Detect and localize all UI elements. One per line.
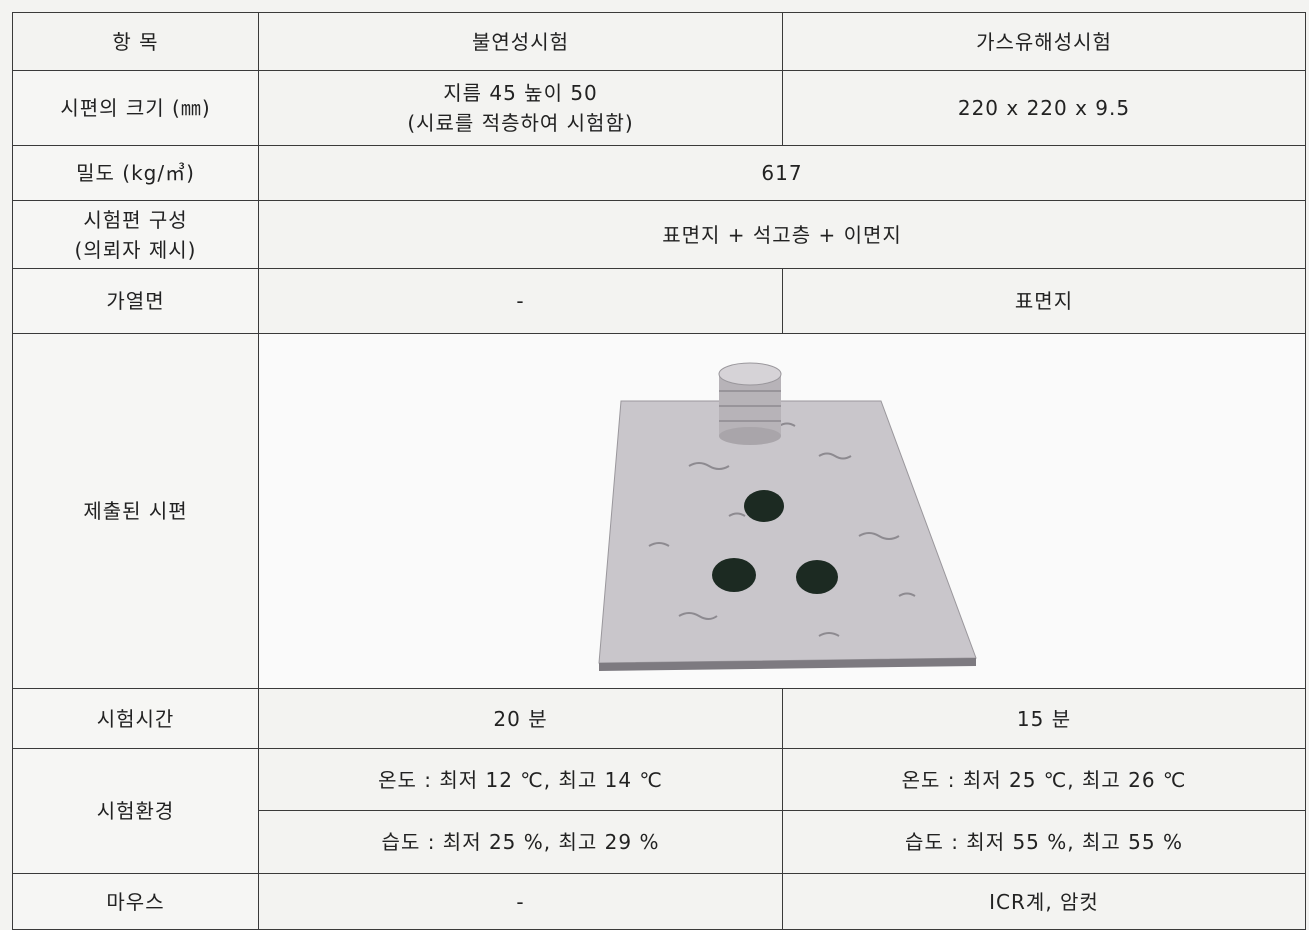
photo-cell bbox=[258, 333, 1306, 689]
row-label: 가열면 bbox=[12, 268, 259, 334]
cell: ICR계, 암컷 bbox=[782, 873, 1306, 930]
row: 마우스 - ICR계, 암컷 bbox=[12, 873, 1306, 930]
hole bbox=[712, 558, 756, 592]
cell: 온도 : 최저 25 ℃, 최고 26 ℃ bbox=[782, 748, 1306, 811]
cell: 20 분 bbox=[258, 688, 783, 749]
cell: 온도 : 최저 12 ℃, 최고 14 ℃ bbox=[258, 748, 783, 811]
header-cell: 항 목 bbox=[12, 12, 259, 71]
row: 시편의 크기 (㎜) 지름 45 높이 50 (시료를 적층하여 시험함) 22… bbox=[12, 70, 1306, 146]
row-label: 시험편 구성 (의뢰자 제시) bbox=[12, 200, 259, 269]
label-line: (의뢰자 제시) bbox=[74, 237, 197, 262]
row: 습도 : 최저 25 %, 최고 29 % 습도 : 최저 55 %, 최고 5… bbox=[13, 810, 1306, 874]
hole bbox=[796, 560, 838, 594]
row: 시험환경 온도 : 최저 12 ℃, 최고 14 ℃ 온도 : 최저 25 ℃,… bbox=[12, 748, 1306, 874]
cell-line: (시료를 적층하여 시험함) bbox=[407, 111, 634, 135]
cell: 지름 45 높이 50 (시료를 적층하여 시험함) bbox=[258, 70, 783, 146]
cylinder-layers bbox=[719, 390, 781, 422]
row-label: 마우스 bbox=[12, 873, 259, 930]
board bbox=[598, 400, 977, 664]
cylinder-bottom bbox=[719, 427, 781, 445]
board-edge bbox=[599, 658, 976, 671]
row: 시험시간 20 분 15 분 bbox=[12, 688, 1306, 749]
row-label: 밀도 (kg/㎥) bbox=[12, 145, 259, 201]
specimen-photo bbox=[598, 362, 977, 671]
cell: - bbox=[258, 268, 783, 334]
row-label: 시편의 크기 (㎜) bbox=[12, 70, 259, 146]
cell: 표면지 + 석고층 + 이면지 bbox=[258, 200, 1306, 269]
row-label: 시험환경 bbox=[12, 748, 259, 874]
row-label: 제출된 시편 bbox=[12, 333, 259, 689]
header-row: 항 목 불연성시험 가스유해성시험 bbox=[12, 12, 1306, 71]
row: 밀도 (kg/㎥) 617 bbox=[12, 145, 1306, 201]
cylinder-top bbox=[718, 362, 782, 386]
cell: 220 x 220 x 9.5 bbox=[782, 70, 1306, 146]
conditions-table: 항 목 불연성시험 가스유해성시험 시편의 크기 (㎜) 지름 45 높이 50… bbox=[12, 12, 1306, 930]
row-label: 시험시간 bbox=[12, 688, 259, 749]
cell: 습도 : 최저 25 %, 최고 29 % bbox=[258, 810, 783, 874]
row: 가열면 - 표면지 bbox=[12, 268, 1306, 334]
board-texture bbox=[648, 422, 916, 637]
cell: - bbox=[258, 873, 783, 930]
header-cell: 가스유해성시험 bbox=[782, 12, 1306, 71]
cell-line: 지름 45 높이 50 bbox=[443, 81, 598, 105]
cell: 표면지 bbox=[782, 268, 1306, 334]
cell: 15 분 bbox=[782, 688, 1306, 749]
label-line: 시험편 구성 bbox=[83, 207, 188, 232]
row: 제출된 시편 bbox=[12, 333, 1306, 689]
hole bbox=[744, 490, 784, 522]
cell: 617 bbox=[258, 145, 1306, 201]
row: 시험편 구성 (의뢰자 제시) 표면지 + 석고층 + 이면지 bbox=[12, 200, 1306, 269]
cell: 습도 : 최저 55 %, 최고 55 % bbox=[782, 810, 1306, 874]
header-cell: 불연성시험 bbox=[258, 12, 783, 71]
